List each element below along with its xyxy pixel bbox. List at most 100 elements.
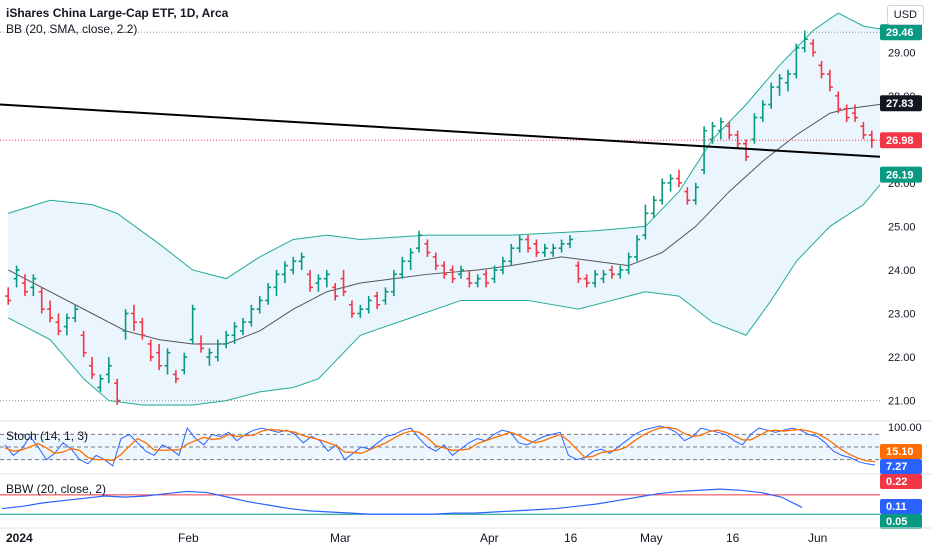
ohlc-bar bbox=[47, 300, 54, 323]
x-tick-label: Jun bbox=[808, 531, 827, 545]
ohlc-bar bbox=[516, 235, 523, 253]
ohlc-bar bbox=[198, 335, 205, 353]
ohlc-bar bbox=[843, 104, 850, 122]
ohlc-bar bbox=[717, 117, 724, 140]
x-tick-label: 16 bbox=[726, 531, 740, 545]
y-tick-label: 23.00 bbox=[888, 309, 916, 321]
ohlc-bar bbox=[868, 130, 875, 149]
ohlc-bar bbox=[650, 195, 657, 218]
stoch-axis-badge bbox=[880, 474, 922, 489]
ohlc-bar bbox=[248, 304, 255, 327]
price-badge-label: 27.83 bbox=[886, 98, 914, 110]
ohlc-bar bbox=[323, 269, 330, 288]
ohlc-bar bbox=[860, 121, 867, 140]
bb-fill bbox=[8, 13, 889, 405]
ohlc-bar bbox=[667, 174, 674, 192]
ohlc-bar bbox=[105, 357, 112, 384]
ohlc-bar bbox=[307, 269, 314, 292]
y-tick-label: 25.00 bbox=[888, 221, 916, 233]
x-tick-label: Mar bbox=[330, 531, 351, 545]
ohlc-bar bbox=[642, 204, 649, 240]
ohlc-bar bbox=[625, 252, 632, 275]
stoch-label: Stoch (14, 1, 3) bbox=[6, 429, 89, 443]
ohlc-bar bbox=[281, 261, 288, 284]
ohlc-bar bbox=[801, 30, 808, 53]
y-tick-label: 21.00 bbox=[888, 396, 916, 408]
ohlc-bar bbox=[214, 339, 221, 362]
ohlc-bar bbox=[634, 235, 641, 262]
ohlc-bar bbox=[13, 265, 20, 288]
ohlc-bar bbox=[675, 169, 682, 188]
ohlc-bar bbox=[189, 304, 196, 344]
ohlc-bar bbox=[256, 296, 263, 314]
ohlc-bar bbox=[784, 69, 791, 92]
ohlc-bar bbox=[810, 39, 817, 57]
ohlc-bar bbox=[130, 304, 137, 331]
ohlc-bar bbox=[80, 330, 87, 358]
currency-button[interactable]: USD bbox=[886, 5, 924, 25]
ohlc-bar bbox=[441, 261, 448, 279]
ohlc-bar bbox=[239, 317, 246, 336]
ohlc-bar bbox=[122, 309, 129, 340]
price-badge bbox=[880, 166, 922, 183]
ohlc-bar bbox=[768, 82, 775, 109]
ohlc-bar bbox=[558, 239, 565, 253]
ohlc-bar bbox=[424, 239, 431, 257]
price-badge bbox=[880, 24, 922, 41]
ohlc-bar bbox=[835, 91, 842, 114]
ohlc-bar bbox=[164, 348, 171, 375]
ohlc-bar bbox=[374, 291, 381, 310]
ohlc-bar bbox=[348, 300, 355, 318]
ohlc-bar bbox=[390, 269, 397, 297]
ohlc-bar bbox=[181, 352, 188, 375]
chart-title: iShares China Large-Cap ETF, 1D, Arca bbox=[6, 6, 229, 20]
ohlc-bar bbox=[5, 287, 12, 305]
ohlc-bar bbox=[541, 243, 548, 257]
x-tick-label: May bbox=[640, 531, 663, 545]
ohlc-bar bbox=[432, 252, 439, 270]
ohlc-bar bbox=[265, 283, 272, 305]
ohlc-bar bbox=[491, 265, 498, 284]
ohlc-bar bbox=[89, 357, 96, 379]
ohlc-bar bbox=[298, 252, 305, 270]
ohlc-bar bbox=[701, 126, 708, 175]
y-tick-label: 24.00 bbox=[888, 265, 916, 277]
ohlc-bar bbox=[709, 121, 716, 144]
ohlc-bar bbox=[734, 130, 741, 149]
ohlc-bar bbox=[566, 235, 573, 249]
ohlc-bar bbox=[726, 121, 733, 140]
ohlc-bar bbox=[273, 269, 280, 297]
stoch-k-badge bbox=[880, 459, 922, 474]
price-badge bbox=[880, 132, 922, 149]
ohlc-bar bbox=[114, 378, 121, 405]
ohlc-bar bbox=[474, 274, 481, 288]
ohlc-bar bbox=[231, 322, 238, 344]
ohlc-bar bbox=[30, 274, 37, 297]
ohlc-bar bbox=[466, 269, 473, 288]
x-tick-label: Apr bbox=[480, 531, 499, 545]
bbw-value-badge bbox=[880, 499, 922, 514]
ohlc-bar bbox=[575, 261, 582, 284]
stoch-axis-label: 100.00 bbox=[888, 422, 922, 434]
ohlc-bar bbox=[818, 60, 825, 79]
price-badge-label: 26.19 bbox=[886, 170, 914, 182]
bbw-low-badge-label: 0.05 bbox=[886, 516, 907, 528]
stoch-d-badge-label: 15.10 bbox=[886, 446, 914, 458]
ohlc-bar bbox=[416, 230, 423, 253]
ohlc-bar bbox=[223, 330, 230, 349]
bbw-value-badge-label: 0.11 bbox=[886, 501, 907, 513]
stoch-k-line bbox=[4, 425, 876, 467]
price-badge-label: 26.98 bbox=[886, 135, 914, 147]
x-tick-label: 2024 bbox=[6, 531, 33, 545]
ohlc-bar bbox=[600, 269, 607, 284]
trendline bbox=[0, 103, 881, 158]
x-tick-label: Feb bbox=[178, 531, 199, 545]
ohlc-bar bbox=[332, 283, 339, 301]
bbw-label: BBW (20, close, 2) bbox=[6, 482, 107, 496]
ohlc-bar bbox=[499, 256, 506, 275]
ohlc-bar bbox=[583, 274, 590, 288]
stoch-k-badge-label: 7.27 bbox=[886, 461, 907, 473]
ohlc-bar bbox=[533, 239, 540, 257]
ohlc-bar bbox=[55, 313, 62, 336]
